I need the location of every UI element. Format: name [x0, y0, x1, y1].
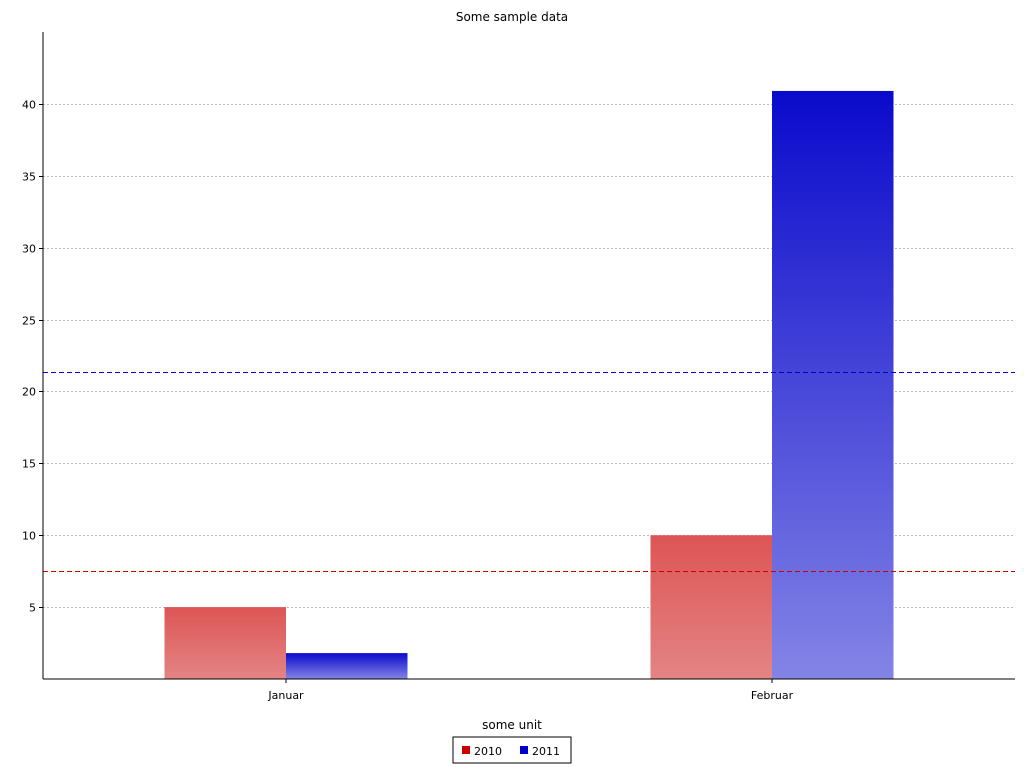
y-tick-label: 10	[22, 530, 36, 543]
bar-2011-Februar	[772, 90, 894, 679]
legend-swatch-2010	[462, 746, 470, 754]
bar-2010-Januar	[164, 607, 286, 679]
axes	[42, 32, 1015, 680]
chart-title: Some sample data	[456, 10, 568, 24]
y-tick-label: 15	[22, 458, 36, 471]
legend-label-2011: 2011	[532, 745, 560, 758]
legend: 2010 2011	[452, 736, 572, 764]
bar-2010-Februar	[650, 535, 772, 679]
y-tick-label: 35	[22, 171, 36, 184]
x-tick-label: Januar	[267, 689, 304, 702]
y-tick-label: 5	[29, 602, 36, 615]
x-tick-labels: Januar Februar	[267, 679, 794, 702]
grid-lines	[43, 104, 1015, 608]
y-tick-label: 30	[22, 243, 36, 256]
y-tick-label: 40	[22, 99, 36, 112]
average-lines	[43, 372, 1015, 572]
legend-swatch-2011	[520, 746, 528, 754]
legend-label-2010: 2010	[474, 745, 502, 758]
bars	[164, 90, 894, 679]
y-tick-labels: 5 10 15 20 25 30 35 40	[22, 99, 43, 615]
bar-2011-Januar	[286, 653, 408, 679]
x-axis-label: some unit	[482, 718, 542, 732]
y-tick-label: 25	[22, 315, 36, 328]
legend-box	[452, 736, 572, 764]
x-tick-label: Februar	[751, 689, 794, 702]
y-tick-label: 20	[22, 386, 36, 399]
